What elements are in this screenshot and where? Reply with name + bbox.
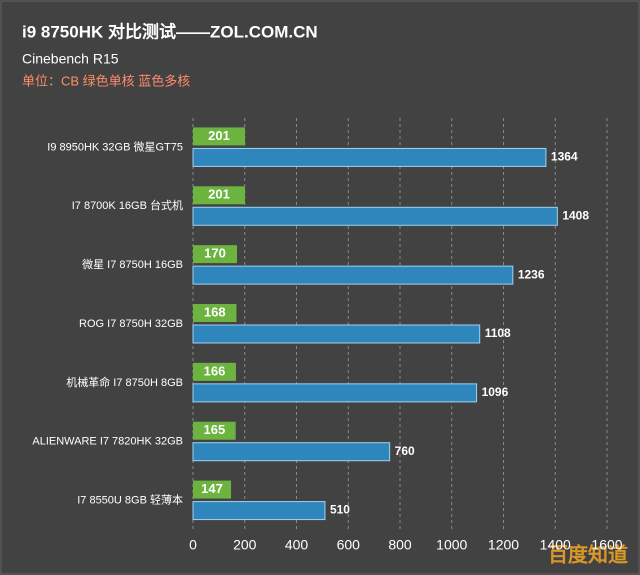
x-tick-label: 1200 [488, 537, 519, 553]
value-label: 170 [204, 246, 226, 261]
value-label: 168 [204, 304, 226, 319]
value-label: 1364 [551, 150, 578, 164]
bar [192, 265, 514, 285]
y-tick-label: ROG I7 8750H 32GB [79, 318, 183, 330]
x-tick-label: 600 [337, 537, 361, 553]
bar [193, 186, 246, 205]
chart-subtitle: Cinebench R15 [22, 51, 119, 67]
y-tick-label: I7 8700K 16GB 台式机 [72, 198, 183, 212]
bar [193, 480, 232, 499]
value-label: 1096 [482, 385, 509, 399]
bar [193, 304, 237, 322]
bar [193, 245, 237, 264]
bar [193, 127, 246, 146]
x-tick-label: 400 [285, 537, 309, 553]
bar [193, 362, 236, 381]
y-tick-label: I9 8950HK 32GB 微星GT75 [47, 139, 183, 153]
watermark: 百度知道 [548, 542, 628, 566]
value-label: 1408 [562, 208, 589, 222]
bar [192, 383, 478, 403]
x-tick-label: 1400 [540, 537, 571, 553]
bar [192, 501, 326, 521]
x-tick-label: 1600 [591, 537, 622, 553]
chart-title: i9 8750HK 对比测试——ZOL.COM.CN [22, 21, 318, 41]
bar [192, 147, 547, 167]
y-tick-label: I7 8550U 8GB 轻薄本 [77, 492, 183, 506]
bar [192, 442, 391, 462]
value-label: 165 [203, 422, 225, 437]
value-label: 166 [204, 363, 226, 378]
x-tick-label: 1000 [436, 537, 467, 553]
value-label: 510 [330, 503, 350, 517]
bar [192, 324, 481, 344]
y-tick-label: 微星 I7 8750H 16GB [82, 257, 183, 271]
value-label: 147 [201, 481, 223, 496]
x-tick-label: 800 [388, 537, 412, 553]
bar [193, 421, 236, 440]
x-tick-label: 0 [189, 537, 197, 553]
value-label: 201 [208, 128, 230, 143]
y-tick-label: 机械革命 I7 8750H 8GB [66, 375, 183, 389]
value-label: 1236 [518, 267, 545, 281]
value-label: 1108 [485, 326, 511, 340]
bar [192, 206, 558, 226]
x-tick-label: 200 [233, 537, 257, 553]
value-label: 201 [208, 187, 230, 202]
y-tick-label: ALIENWARE I7 7820HK 32GB [32, 436, 183, 448]
value-label: 760 [395, 444, 415, 458]
chart-note: 单位：CB 绿色单核 蓝色多核 [22, 73, 190, 88]
